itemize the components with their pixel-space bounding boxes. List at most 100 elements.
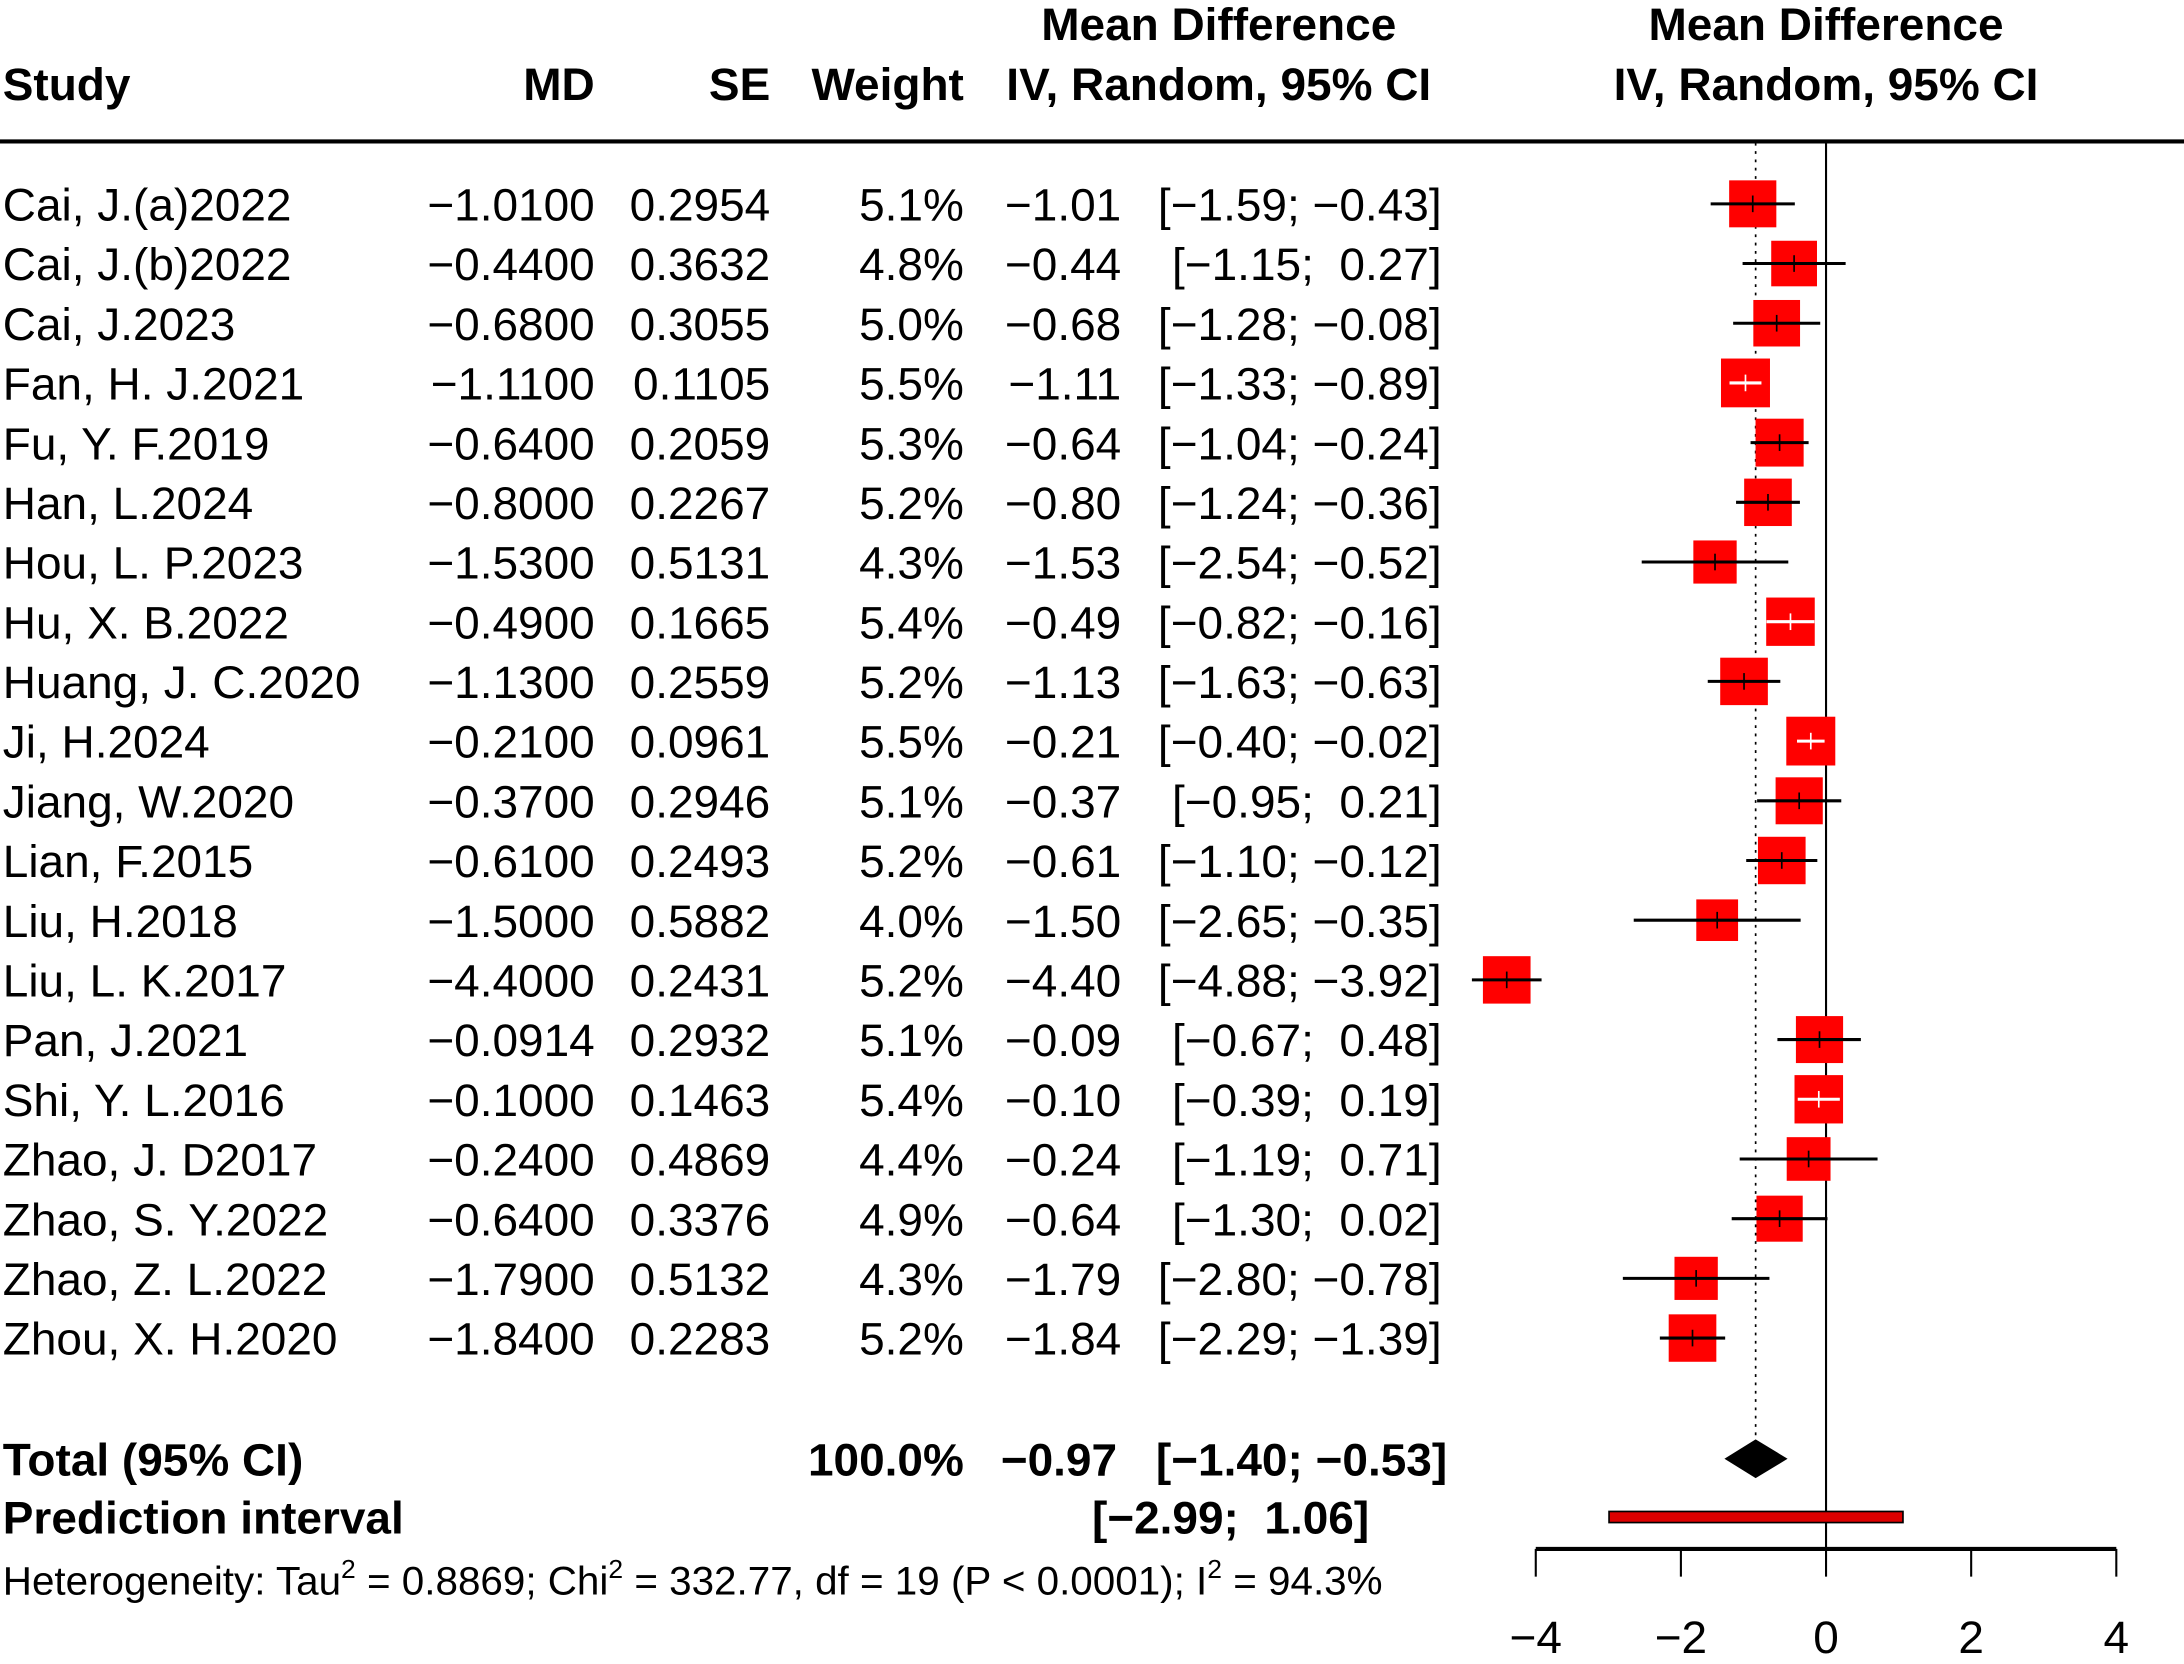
study-row: Huang, J. C.2020 −1.1300 0.2559 5.2% −1.13 [−… bbox=[3, 656, 1442, 708]
study-ci: [−0.82; −0.16] bbox=[1158, 596, 1442, 648]
study-md: −1.7900 bbox=[427, 1253, 594, 1305]
study-se: 0.2559 bbox=[630, 656, 771, 708]
study-row: Hou, L. P.2023 −1.5300 0.5131 4.3% −1.53 [−2.… bbox=[3, 537, 1442, 589]
study-ci: [−1.63; −0.63] bbox=[1158, 656, 1442, 708]
study-name: Zhao, S. Y.2022 bbox=[3, 1193, 328, 1245]
study-se: 0.5882 bbox=[630, 895, 771, 947]
study-ci: [−1.19; 0.71] bbox=[1172, 1134, 1442, 1186]
study-rows: Cai, J.(a)2022 −1.0100 0.2954 5.1% −1.01 [−1.… bbox=[3, 179, 1442, 1365]
study-weight: 5.2% bbox=[859, 656, 964, 708]
study-md: −1.5000 bbox=[427, 895, 594, 947]
study-md: −1.0100 bbox=[427, 179, 594, 231]
column-headers: Study MD SE Weight Mean Difference IV, R… bbox=[3, 0, 2039, 110]
study-ci: [−1.24; −0.36] bbox=[1158, 477, 1442, 529]
summary-rows: Total (95% CI) 100.0% −0.97 [−1.40; −0.5… bbox=[3, 1434, 1447, 1604]
study-name: Ji, H.2024 bbox=[3, 716, 210, 768]
study-row: Han, L.2024 −0.8000 0.2267 5.2% −0.80 [−1.24;… bbox=[3, 477, 1442, 529]
study-se: 0.2493 bbox=[630, 835, 771, 887]
study-name: Han, L.2024 bbox=[3, 477, 253, 529]
prediction-ci: [−2.99; 1.06] bbox=[1092, 1492, 1369, 1544]
study-weight: 5.2% bbox=[859, 835, 964, 887]
total-estimate: −0.97 bbox=[1001, 1434, 1117, 1486]
study-ci: [−0.40; −0.02] bbox=[1158, 716, 1442, 768]
header-weight: Weight bbox=[812, 58, 964, 110]
study-md: −0.8000 bbox=[427, 477, 594, 529]
study-estimate: −0.61 bbox=[1005, 835, 1121, 887]
study-estimate: −0.49 bbox=[1005, 596, 1121, 648]
study-estimate: −0.68 bbox=[1005, 298, 1121, 350]
study-md: −4.4000 bbox=[427, 955, 594, 1007]
study-name: Zhou, X. H.2020 bbox=[3, 1313, 338, 1365]
study-row: Ji, H.2024 −0.2100 0.0961 5.5% −0.21 [−0.40; … bbox=[3, 716, 1442, 768]
x-tick-label: 4 bbox=[2104, 1611, 2130, 1663]
study-se: 0.2059 bbox=[630, 417, 771, 469]
study-name: Zhao, J. D2017 bbox=[3, 1134, 317, 1186]
study-md: −0.1000 bbox=[427, 1074, 594, 1126]
study-estimate: −0.21 bbox=[1005, 716, 1121, 768]
study-md: −0.4400 bbox=[427, 238, 594, 290]
study-ci: [−1.15; 0.27] bbox=[1172, 238, 1442, 290]
study-weight: 5.1% bbox=[859, 1014, 964, 1066]
study-estimate: −1.84 bbox=[1005, 1313, 1121, 1365]
study-ci: [−1.28; −0.08] bbox=[1158, 298, 1442, 350]
study-ci: [−2.29; −1.39] bbox=[1158, 1313, 1442, 1365]
prediction-interval-bar bbox=[1608, 1510, 1904, 1524]
study-row: Liu, L. K.2017 −4.4000 0.2431 5.2% −4.40 [−4.… bbox=[3, 955, 1442, 1007]
study-md: −0.6100 bbox=[427, 835, 594, 887]
study-estimate: −0.10 bbox=[1005, 1074, 1121, 1126]
study-estimate: −0.44 bbox=[1005, 238, 1121, 290]
study-ci: [−4.88; −3.92] bbox=[1158, 955, 1442, 1007]
x-tick-label: −4 bbox=[1510, 1611, 1562, 1663]
study-ci: [−1.10; −0.12] bbox=[1158, 835, 1442, 887]
study-md: −1.5300 bbox=[427, 537, 594, 589]
x-tick-label: −2 bbox=[1655, 1611, 1707, 1663]
study-se: 0.5132 bbox=[630, 1253, 771, 1305]
study-name: Liu, L. K.2017 bbox=[3, 955, 287, 1007]
study-ci: [−1.04; −0.24] bbox=[1158, 417, 1442, 469]
header-ci-line2: IV, Random, 95% CI bbox=[1006, 58, 1431, 110]
study-se: 0.3376 bbox=[630, 1193, 771, 1245]
study-ci: [−2.65; −0.35] bbox=[1158, 895, 1442, 947]
study-md: −1.8400 bbox=[427, 1313, 594, 1365]
study-se: 0.2267 bbox=[630, 477, 771, 529]
study-weight: 5.1% bbox=[859, 776, 964, 828]
study-row: Zhou, X. H.2020 −1.8400 0.2283 5.2% −1.84 [−2… bbox=[3, 1313, 1442, 1365]
study-row: Cai, J.(b)2022 −0.4400 0.3632 4.8% −0.44 [−1.… bbox=[3, 238, 1442, 290]
study-name: Cai, J.2023 bbox=[3, 298, 236, 350]
x-axis: −4 −2 0 2 4 bbox=[1510, 1546, 2130, 1663]
study-name: Cai, J.(a)2022 bbox=[3, 179, 292, 231]
study-md: −1.1300 bbox=[427, 656, 594, 708]
study-name: Cai, J.(b)2022 bbox=[3, 238, 292, 290]
study-weight: 4.0% bbox=[859, 895, 964, 947]
header-md: MD bbox=[523, 58, 594, 110]
study-row: Hu, X. B.2022 −0.4900 0.1665 5.4% −0.49 [−0.8… bbox=[3, 596, 1442, 648]
study-name: Fu, Y. F.2019 bbox=[3, 417, 270, 469]
study-weight: 5.4% bbox=[859, 1074, 964, 1126]
study-se: 0.5131 bbox=[630, 537, 771, 589]
study-md: −0.3700 bbox=[427, 776, 594, 828]
study-row: Liu, H.2018 −1.5000 0.5882 4.0% −1.50 [−2.65;… bbox=[3, 895, 1442, 947]
study-weight: 4.3% bbox=[859, 537, 964, 589]
study-weight: 5.2% bbox=[859, 477, 964, 529]
study-estimate: −1.50 bbox=[1005, 895, 1121, 947]
study-weight: 5.4% bbox=[859, 596, 964, 648]
study-se: 0.3055 bbox=[630, 298, 771, 350]
study-md: −0.2400 bbox=[427, 1134, 594, 1186]
study-se: 0.2283 bbox=[630, 1313, 771, 1365]
study-md: −0.6800 bbox=[427, 298, 594, 350]
study-weight: 5.5% bbox=[859, 358, 964, 410]
study-md: −0.4900 bbox=[427, 596, 594, 648]
study-se: 0.2954 bbox=[630, 179, 771, 231]
study-row: Cai, J.(a)2022 −1.0100 0.2954 5.1% −1.01 [−1.… bbox=[3, 179, 1442, 231]
study-estimate: −1.79 bbox=[1005, 1253, 1121, 1305]
header-study: Study bbox=[3, 58, 131, 110]
study-name: Lian, F.2015 bbox=[3, 835, 253, 887]
study-weight: 4.8% bbox=[859, 238, 964, 290]
study-name: Fan, H. J.2021 bbox=[3, 358, 304, 410]
study-estimate: −0.80 bbox=[1005, 477, 1121, 529]
study-row: Fan, H. J.2021 −1.1100 0.1105 5.5% −1.11 [−1.… bbox=[3, 358, 1442, 410]
study-se: 0.1105 bbox=[633, 358, 770, 410]
study-se: 0.2932 bbox=[630, 1014, 771, 1066]
study-name: Liu, H.2018 bbox=[3, 895, 238, 947]
